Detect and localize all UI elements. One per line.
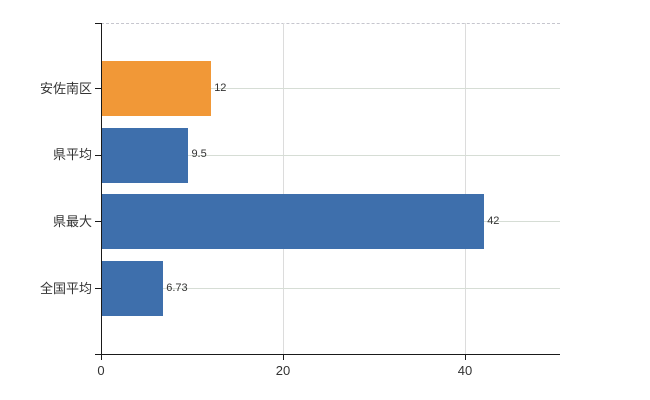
gridline-vertical: [283, 23, 284, 354]
bar-value-label: 12: [214, 81, 227, 94]
x-axis-line: [95, 354, 560, 355]
category-label: 県最大: [52, 213, 92, 229]
y-axis-tick: [95, 221, 101, 223]
gridline-horizontal: [101, 88, 560, 89]
gridline-vertical: [465, 23, 466, 354]
y-axis-line: [101, 23, 102, 355]
bar-全国平均: [102, 261, 164, 317]
y-axis-tick: [95, 288, 101, 290]
gridline-horizontal: [101, 288, 560, 290]
category-label: 全国平均: [39, 280, 92, 296]
category-label: 県平均: [52, 147, 92, 163]
y-axis-tick-top: [95, 23, 101, 24]
bar-value-label: 42: [487, 214, 500, 227]
x-axis-tick-label: 40: [457, 363, 473, 378]
x-axis-tick: [101, 354, 102, 360]
bar-value-label: 9.5: [191, 148, 207, 161]
category-label: 安佐南区: [39, 80, 92, 96]
bar-県平均: [102, 127, 189, 183]
x-axis-tick-label: 20: [275, 363, 291, 378]
bar-安佐南区: [102, 61, 212, 116]
x-axis-tick: [465, 354, 466, 360]
y-axis-tick: [95, 154, 101, 156]
gridline-top-dashed: [101, 23, 560, 24]
bar-県最大: [102, 194, 485, 250]
bar-value-label: 6.73: [166, 281, 188, 294]
x-axis-tick-label: 0: [97, 363, 105, 378]
gridline-horizontal: [101, 154, 560, 156]
y-axis-tick: [95, 88, 101, 89]
x-axis-tick: [283, 354, 284, 360]
